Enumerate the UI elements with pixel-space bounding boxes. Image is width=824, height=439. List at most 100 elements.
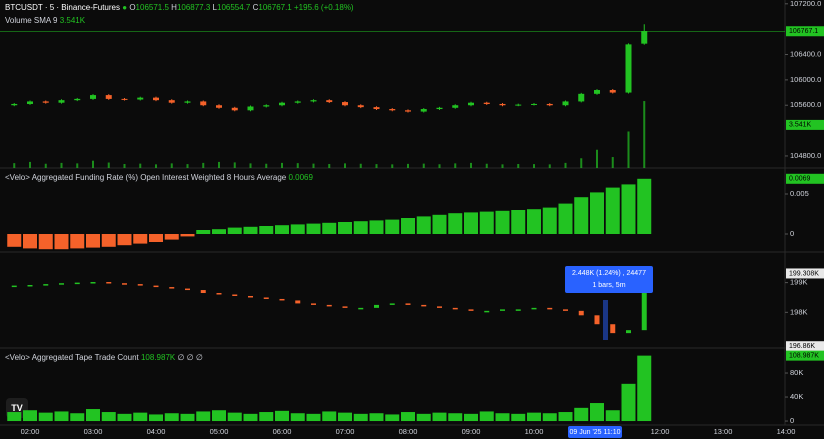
volume-bar [627,131,630,168]
x-tick-label: 03:00 [84,427,103,436]
tooltip-line: 2.448K (1.24%) , 24477 [572,270,646,277]
bar [212,229,226,234]
candle-body [468,309,474,311]
candle-body [74,282,80,285]
bar [558,203,573,234]
y-tick-label: 107200.0 [790,0,821,8]
y-tick-label: 0 [790,229,794,238]
candle-body [90,95,96,99]
bar [306,223,321,234]
bar [479,411,494,422]
volume-bar [517,163,520,168]
volume-bar [218,161,220,168]
volume-name: Volume SMA 9 [5,16,58,25]
volume-bar [29,161,31,168]
bar [164,234,179,240]
volume-bar [548,164,551,168]
bar [290,224,305,234]
low-value-label: 196.86K [789,343,815,350]
tooltip-line: 1 bars, 5m [592,282,625,289]
bar [605,187,620,234]
volume-bar [375,164,378,168]
bar [322,222,337,234]
volume-bar [107,162,110,168]
candle-body [247,106,254,111]
x-tick-label: 09:00 [462,427,481,436]
c-label: C [252,3,259,12]
candle-body [578,93,585,102]
volume-bar [249,163,252,168]
bar [385,414,400,422]
bar [637,355,652,422]
candle-body [310,100,317,102]
l-value: 106554.7 [217,3,251,12]
candle-body [420,109,427,112]
candle-body [59,283,64,285]
candle-body [137,284,143,286]
volume-bar [44,163,47,168]
candle-body [342,306,348,308]
candle-body [311,303,316,305]
volume-bar [344,163,346,168]
candle-body [279,102,285,106]
y-tick-label: 106400.0 [790,50,821,59]
bar [574,407,589,422]
x-tick-label: 12:00 [651,427,670,436]
volume-bar [422,163,425,168]
bar [180,413,195,422]
bar [227,412,242,422]
bar [621,383,636,422]
bar [605,410,620,422]
candle-body [389,303,395,305]
candle-body [231,107,238,111]
bar [54,411,69,422]
candle-body [342,102,348,106]
bar [542,207,557,234]
candle-body [373,107,380,110]
bar [542,413,557,422]
candle-body [263,105,270,107]
candle-body [483,102,490,104]
candle-body [153,97,159,101]
bar [290,413,305,422]
candle-body [547,307,553,310]
volume-bar [580,158,583,168]
bar [464,413,478,422]
candle-body [484,310,490,313]
volume-bar [312,163,315,168]
o-value: 106571.5 [135,3,169,12]
y-tick-label: 198K [790,307,808,316]
candle-body [153,285,159,288]
tape-value: 108.987K [140,353,176,362]
c-value: 106767.1 [258,3,292,12]
bar [23,410,37,422]
bar [511,413,526,422]
y-tick-label: 40K [790,392,803,401]
y-tick-label: 80K [790,368,803,377]
bar [133,234,148,244]
bar [7,412,22,422]
h-value: 106877.3 [176,3,211,12]
bar [338,412,352,422]
bar [54,234,69,250]
x-tick-label: 04:00 [147,427,166,436]
candle-body [122,283,127,285]
legend-header: BTCUSDT · 5 · Binance-Futures ● O106571.… [5,3,354,12]
y-tick-label: 199K [790,278,808,287]
volume-bar [281,162,283,168]
bar [511,210,526,234]
candle-body [74,98,81,101]
crosshair-highlight [603,300,608,340]
x-tick-label: 06:00 [273,427,292,436]
bar [401,218,415,234]
candle-body [358,307,364,310]
candle-body [531,307,537,310]
candle-body [563,309,568,311]
volume-value: 3.541K [59,16,86,25]
bar [322,411,337,422]
bar [416,413,431,422]
funding-value: 0.0069 [288,173,313,182]
volume-bar [454,163,457,168]
tooltip-bg [565,266,653,293]
volume-bar [359,163,362,168]
